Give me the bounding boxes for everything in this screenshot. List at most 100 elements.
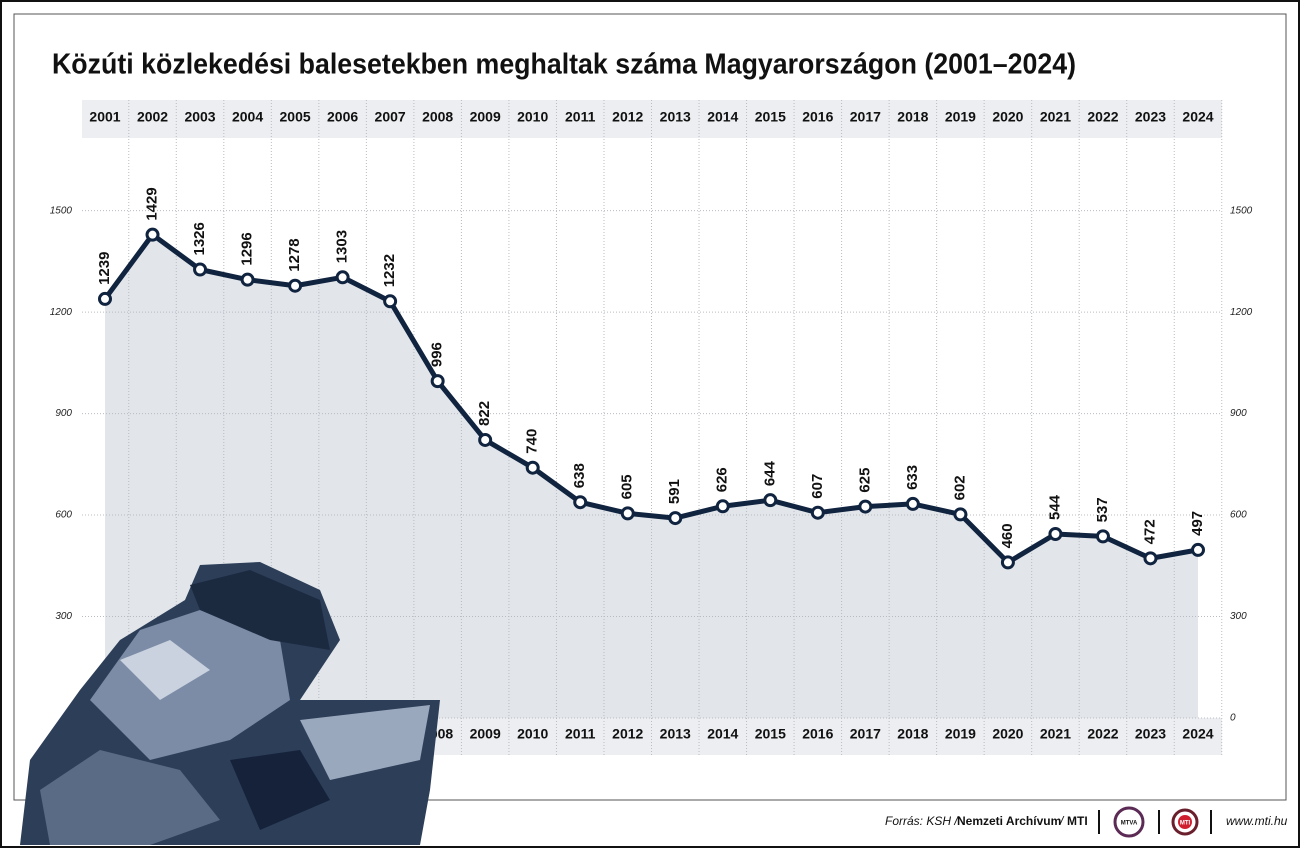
x-tick-label: 2024 [1182, 726, 1213, 742]
y-tick-label: 900 [55, 408, 72, 419]
x-tick-label-top: 2023 [1135, 109, 1166, 125]
y-tick-label-right: 600 [1230, 510, 1247, 521]
point [573, 495, 588, 510]
x-tick-label-top: 2012 [612, 109, 643, 125]
source-archive: Nemzeti Archívum [957, 814, 1061, 828]
website: www.mti.hu [1226, 814, 1288, 828]
point [383, 294, 398, 309]
chart-title: Közúti közlekedési balesetekben meghalta… [52, 49, 1076, 81]
point [1143, 551, 1158, 566]
x-tick-label: 2011 [565, 726, 596, 742]
value-label: 537 [1094, 497, 1111, 522]
x-tick-label: 2023 [1135, 726, 1166, 742]
logo-mti: MTI [1180, 821, 1191, 827]
value-label: 1326 [191, 222, 208, 255]
line [102, 232, 1199, 565]
point [763, 493, 778, 508]
x-tick-label-top: 2011 [565, 109, 596, 125]
point [145, 227, 160, 242]
point [98, 291, 112, 306]
plot: 0030030060060090090012001200150015002001… [50, 100, 1253, 755]
source-prefix: Forrás: KSH / [885, 814, 959, 828]
area [105, 234, 1198, 719]
point [668, 511, 683, 526]
point [335, 270, 350, 285]
x-tick-label: 2009 [470, 726, 501, 742]
x-tick-label: 2019 [945, 726, 976, 742]
point [1095, 529, 1110, 544]
logo-dot [1178, 815, 1192, 829]
value-label: 633 [904, 465, 921, 490]
x-tick-label-top: 2001 [89, 109, 120, 125]
logo-ring [1113, 806, 1145, 838]
x-tick-label: 2017 [850, 726, 881, 742]
value-label: 638 [571, 463, 588, 488]
value-label: 460 [999, 523, 1016, 548]
x-tick-label-top: 2004 [232, 109, 263, 125]
point [1191, 542, 1205, 557]
point [1048, 527, 1063, 541]
value-label: 1239 [96, 252, 113, 285]
x-tick-label: 2021 [1040, 726, 1071, 742]
value-label: 1296 [239, 232, 256, 265]
footer: Forrás: KSH / Nemzeti Archívum / MTI MTV… [885, 806, 1288, 838]
x-tick-label-top: 2015 [755, 109, 786, 125]
value-label: 472 [1141, 519, 1158, 544]
y-tick-label: 1500 [50, 205, 73, 216]
x-tick-label-top: 2024 [1182, 109, 1213, 125]
x-tick-label: 2015 [755, 726, 786, 742]
x-tick-label: 2020 [992, 726, 1023, 742]
value-label: 822 [476, 401, 493, 426]
point [478, 432, 493, 447]
x-tick-label-top: 2009 [470, 109, 501, 125]
x-tick-label-top: 2003 [184, 109, 215, 125]
point [193, 262, 208, 277]
value-label: 1303 [334, 230, 351, 263]
source-sep: / [1059, 814, 1065, 828]
x-tick-label: 2014 [707, 726, 738, 742]
x-tick-label-top: 2016 [802, 109, 833, 125]
value-label: 1278 [286, 238, 303, 271]
value-label: 591 [666, 479, 683, 504]
x-tick-label: 2013 [660, 726, 691, 742]
x-tick-label-top: 2013 [660, 109, 691, 125]
x-tick-label-top: 2005 [280, 109, 311, 125]
x-tick-label: 2010 [517, 726, 548, 742]
value-label: 1232 [381, 254, 398, 287]
value-label: 644 [761, 460, 778, 486]
point [905, 496, 920, 511]
source-mti: MTI [1067, 814, 1088, 828]
logo-mtva: MTVA [1121, 821, 1138, 827]
y-tick-label-right: 300 [1230, 611, 1247, 622]
point [715, 499, 730, 514]
x-tick-label-top: 2022 [1087, 109, 1118, 125]
x-tick-label-top: 2010 [517, 109, 548, 125]
point [858, 499, 873, 514]
x-tick-label-top: 2020 [992, 109, 1023, 125]
x-tick-label-top: 2019 [945, 109, 976, 125]
point [1000, 555, 1015, 570]
value-label: 544 [1046, 494, 1063, 520]
y-tick-label-right: 1500 [1230, 205, 1253, 216]
x-tick-label-top: 2006 [327, 109, 358, 125]
y-tick-label-right: 1200 [1230, 307, 1253, 318]
point [953, 507, 968, 522]
x-tick-label-top: 2002 [137, 109, 168, 125]
x-tick-label-top: 2007 [375, 109, 406, 125]
value-label: 607 [809, 474, 826, 499]
x-tick-label-top: 2018 [897, 109, 928, 125]
point [288, 278, 303, 293]
y-tick-label-right: 0 [1230, 713, 1236, 724]
x-tick-label: 2016 [802, 726, 833, 742]
car-photo [20, 562, 440, 845]
value-label: 497 [1189, 511, 1206, 536]
value-label: 1429 [143, 187, 160, 220]
x-tick-label-top: 2014 [707, 109, 738, 125]
value-label: 625 [856, 468, 873, 493]
point [430, 374, 445, 389]
value-label: 740 [524, 429, 541, 454]
point [620, 506, 635, 521]
x-tick-label-top: 2021 [1040, 109, 1071, 125]
